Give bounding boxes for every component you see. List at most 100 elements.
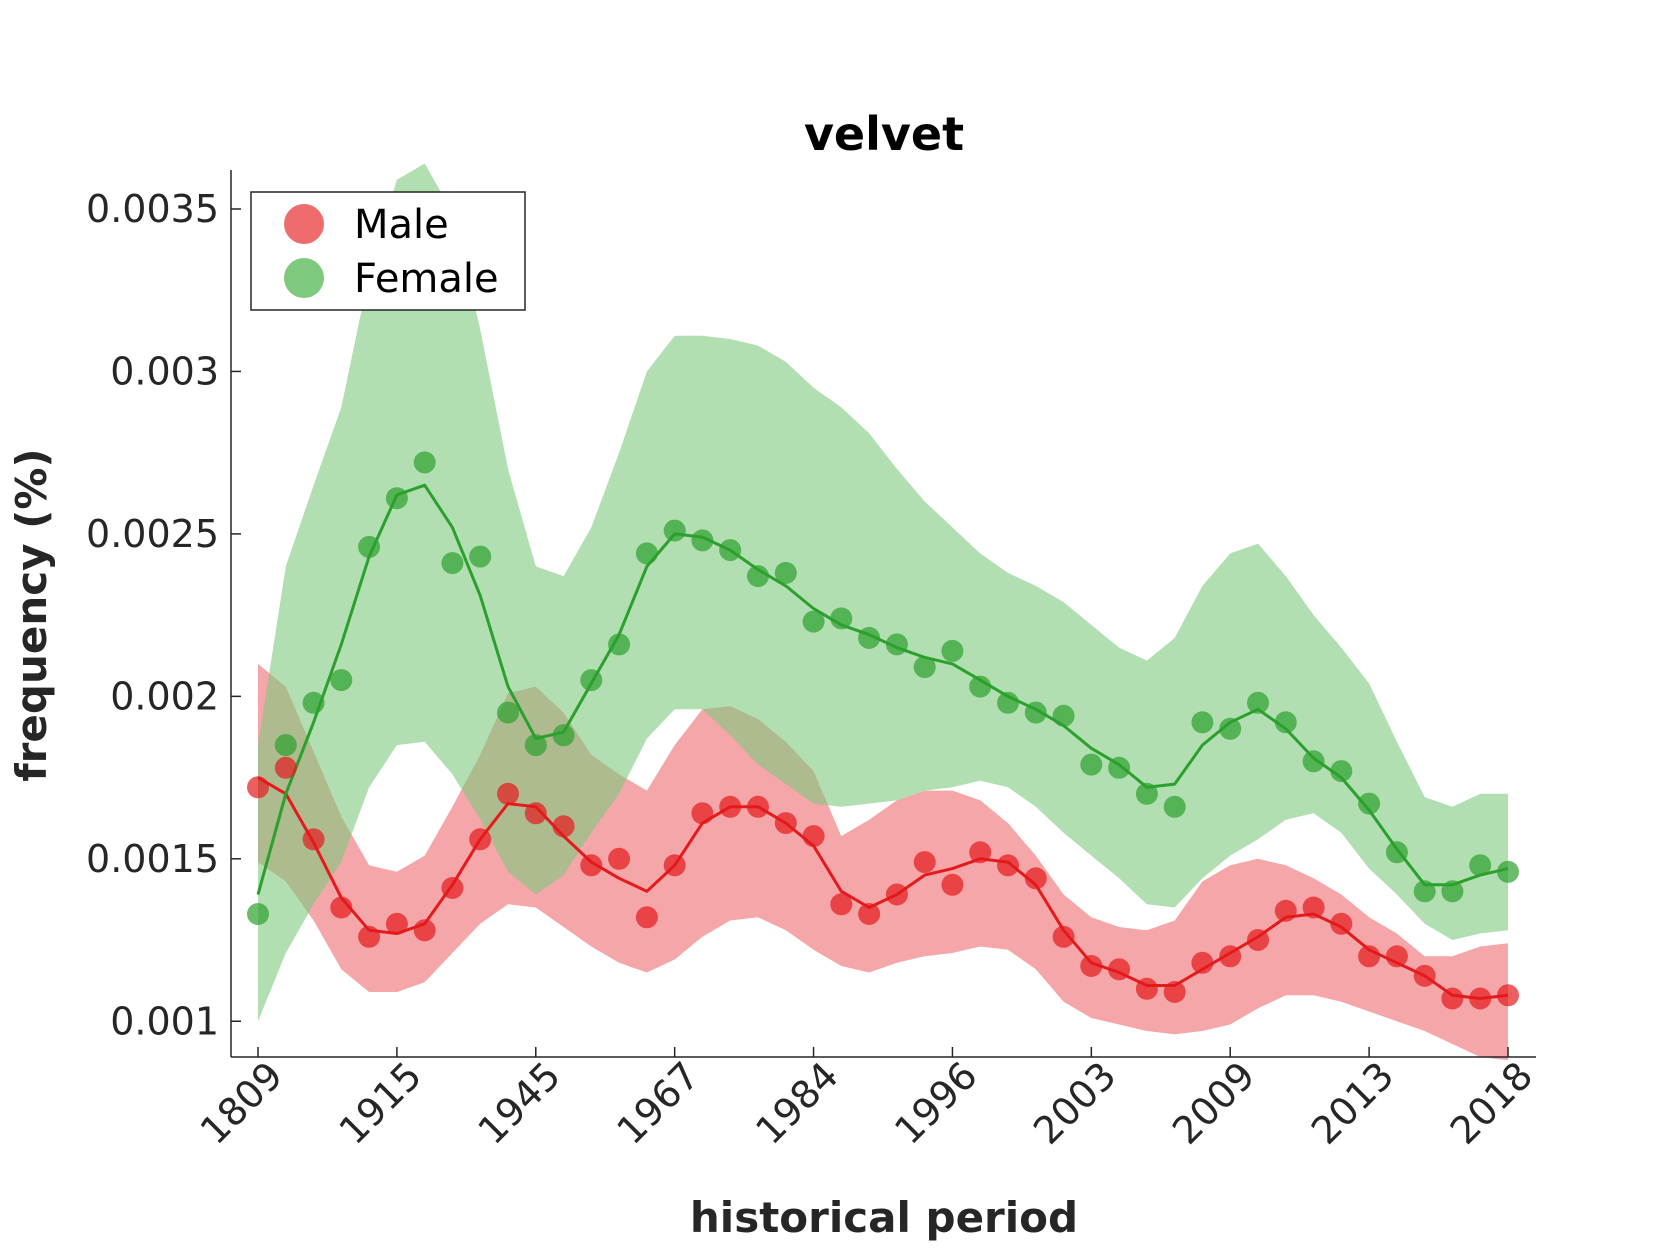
data-point-male xyxy=(302,828,325,851)
data-point-female xyxy=(774,561,797,584)
data-points xyxy=(247,451,1519,1010)
legend-label-female: Female xyxy=(354,256,499,302)
data-point-female xyxy=(580,669,603,692)
data-point-male xyxy=(1191,951,1214,974)
data-point-female xyxy=(1441,880,1464,903)
data-point-female xyxy=(997,691,1019,714)
data-point-male xyxy=(719,795,742,818)
data-point-male xyxy=(969,841,992,864)
chart-title: velvet xyxy=(804,107,964,161)
y-ticks: 0.001 0.0015 0.002 0.0025 0.003 0.0035 xyxy=(86,187,241,1043)
data-point-female xyxy=(830,607,853,630)
data-point-male xyxy=(608,847,631,870)
data-point-female xyxy=(1413,880,1436,903)
data-point-female xyxy=(635,542,658,565)
data-point-female xyxy=(747,565,769,588)
y-tick-label: 0.0015 xyxy=(86,837,219,881)
data-point-male xyxy=(469,828,492,851)
data-point-female xyxy=(1274,711,1297,734)
data-point-male xyxy=(1247,929,1269,951)
data-point-male xyxy=(1385,945,1408,968)
trend-line-female xyxy=(256,483,1509,895)
data-point-female xyxy=(247,903,269,925)
legend-marker-male xyxy=(284,204,324,244)
data-point-female xyxy=(1330,760,1353,783)
data-point-female xyxy=(1497,860,1519,883)
data-point-male xyxy=(1135,977,1158,1000)
data-point-male xyxy=(1108,958,1131,981)
data-point-male xyxy=(497,782,519,805)
data-point-male xyxy=(580,854,603,877)
data-point-female xyxy=(1191,711,1214,734)
data-point-male xyxy=(635,906,658,929)
data-point-female xyxy=(330,669,353,692)
data-point-male xyxy=(830,893,853,916)
data-point-female xyxy=(663,519,686,542)
data-point-female xyxy=(913,656,936,679)
data-point-female xyxy=(552,724,575,747)
data-point-female xyxy=(719,539,742,562)
trend-line-male xyxy=(257,776,1509,1000)
data-point-male xyxy=(441,877,464,899)
data-point-female xyxy=(302,691,325,714)
y-tick-label: 0.001 xyxy=(110,999,219,1043)
data-point-male xyxy=(691,802,714,825)
data-point-male xyxy=(1024,867,1047,890)
data-point-female xyxy=(524,734,547,757)
data-point-female xyxy=(885,633,908,656)
data-point-male xyxy=(1469,987,1492,1010)
data-point-female xyxy=(469,545,492,568)
data-point-male xyxy=(1163,981,1186,1003)
legend-label-male: Male xyxy=(354,202,449,248)
data-point-female xyxy=(1247,691,1269,714)
data-point-female xyxy=(802,610,825,633)
data-point-female xyxy=(1080,753,1103,776)
data-point-male xyxy=(274,756,297,779)
data-point-male xyxy=(385,912,408,935)
data-point-male xyxy=(524,802,547,825)
data-point-male xyxy=(802,825,825,848)
legend: Male Female xyxy=(250,191,526,311)
data-point-male xyxy=(774,812,797,835)
data-point-female xyxy=(497,701,519,724)
data-point-female xyxy=(358,535,381,558)
data-point-male xyxy=(1358,945,1381,968)
data-point-female xyxy=(941,639,964,662)
data-point-female xyxy=(691,529,714,552)
y-tick-label: 0.0025 xyxy=(86,512,219,556)
data-point-female xyxy=(1358,792,1381,815)
data-point-male xyxy=(1219,945,1242,968)
data-point-male xyxy=(1302,896,1325,919)
data-point-male xyxy=(747,795,769,818)
axes xyxy=(230,170,1536,1058)
data-point-female xyxy=(385,487,408,510)
data-point-male xyxy=(1441,987,1464,1010)
data-point-male xyxy=(247,776,269,799)
data-point-male xyxy=(1274,899,1297,922)
data-point-male xyxy=(997,854,1019,877)
data-point-female xyxy=(969,675,992,698)
x-axis-title: historical period xyxy=(690,1193,1078,1242)
legend-marker-female xyxy=(284,258,324,298)
data-point-male xyxy=(1080,955,1103,977)
y-tick-label: 0.0035 xyxy=(86,187,219,231)
data-point-male xyxy=(913,851,936,874)
data-point-male xyxy=(413,919,436,942)
data-point-male xyxy=(885,883,908,906)
data-point-male xyxy=(663,854,686,877)
data-point-male xyxy=(358,925,381,948)
data-point-male xyxy=(1052,925,1075,948)
data-point-female xyxy=(413,451,436,474)
data-point-female xyxy=(1385,841,1408,864)
data-point-female xyxy=(1469,854,1492,877)
data-point-female xyxy=(1024,701,1047,724)
data-point-male xyxy=(858,903,881,925)
y-axis-title: frequency (%) xyxy=(7,448,56,781)
data-point-female xyxy=(1219,717,1242,740)
data-point-female xyxy=(1135,782,1158,805)
data-point-female xyxy=(1052,704,1075,727)
data-point-female xyxy=(608,633,631,656)
trend-lines xyxy=(256,483,1509,1000)
data-point-male xyxy=(1330,912,1353,935)
